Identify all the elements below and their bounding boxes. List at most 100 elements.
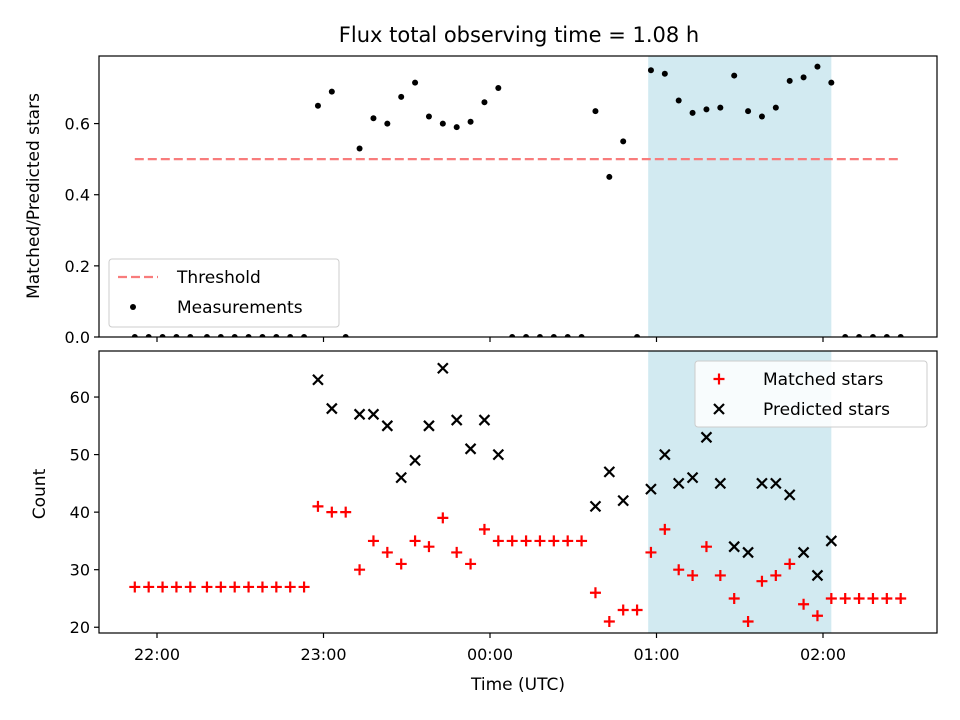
data-point [714,569,726,581]
legend-measurement-marker [130,304,136,310]
data-point [786,77,793,84]
data-point [798,598,810,610]
data-point [770,569,782,581]
data-point [143,581,155,593]
data-point [367,535,379,547]
data-point [506,535,518,547]
data-point [217,334,224,337]
data-point [409,535,421,547]
legend: Matched stars Predicted stars [694,360,928,428]
data-point [367,408,380,421]
data-point [170,581,182,593]
legend: Threshold Measurements [108,258,340,328]
data-point [356,145,363,152]
series-predicted-stars [312,362,838,582]
data-point [534,535,546,547]
data-point [439,120,446,127]
data-point [897,334,904,337]
data-point [423,420,435,432]
data-point [173,334,180,337]
data-point [548,535,560,547]
bottom-y-axis-label: Count [30,468,50,519]
data-point [811,569,824,582]
data-point [617,494,629,507]
data-point [589,587,601,599]
data-point [842,334,849,337]
series-matched-stars [129,500,907,627]
x-tick-label: 01:00 [633,645,679,664]
data-point [784,558,796,570]
data-point [298,581,310,593]
legend-label: Threshold [176,268,261,288]
data-point [783,489,796,501]
y-tick-label: 0.6 [65,115,90,134]
data-point [353,408,366,421]
data-point [672,477,685,490]
data-point [617,604,629,616]
y-tick-label: 50 [70,446,90,465]
data-point [589,500,602,513]
plot-area [129,362,907,627]
data-point [425,113,432,120]
data-point [756,477,768,490]
data-point [478,414,491,426]
data-point [825,535,838,547]
data-point [800,74,807,81]
data-point [453,124,460,131]
data-point [464,443,477,455]
data-point [129,581,141,593]
y-tick-label: 60 [70,388,90,407]
y-tick-label: 30 [70,561,90,580]
x-tick-label: 22:00 [134,645,180,664]
data-point [647,67,654,74]
data-point [867,592,879,604]
data-point [714,477,727,490]
data-point [145,334,152,337]
data-point [229,581,241,593]
legend-matched-marker [713,373,725,385]
data-point [742,615,754,627]
data-point [550,334,557,337]
data-point [673,564,685,576]
data-point [603,466,616,478]
legend-predicted-marker [713,403,725,415]
axes-frame [98,55,938,338]
data-point [328,88,335,95]
data-point [256,581,268,593]
data-point [687,569,699,581]
data-point [853,592,865,604]
data-point [478,523,490,535]
data-point [159,334,166,337]
data-point [201,581,213,593]
data-point [645,483,657,495]
data-point [631,604,643,616]
data-point [131,334,138,337]
data-point [187,334,194,337]
data-point [451,546,463,558]
data-point [481,99,488,106]
data-point [259,334,266,337]
data-point [412,79,419,86]
data-point [562,535,574,547]
data-point [770,477,782,490]
data-point [203,334,210,337]
data-point [606,173,613,180]
data-point [184,581,196,593]
data-point [245,334,252,337]
data-point [467,118,474,125]
data-point [384,120,391,127]
data-point [312,500,324,512]
data-point [731,72,738,79]
data-point [284,581,296,593]
data-point [659,448,671,461]
data-point [603,615,615,627]
legend-box [694,360,928,428]
data-point [728,592,740,604]
data-point [231,334,238,337]
data-point [437,362,449,375]
data-point [828,79,835,86]
legend-box [108,258,340,328]
data-point [881,592,893,604]
x-tick-label: 23:00 [300,645,346,664]
data-point [700,541,712,553]
